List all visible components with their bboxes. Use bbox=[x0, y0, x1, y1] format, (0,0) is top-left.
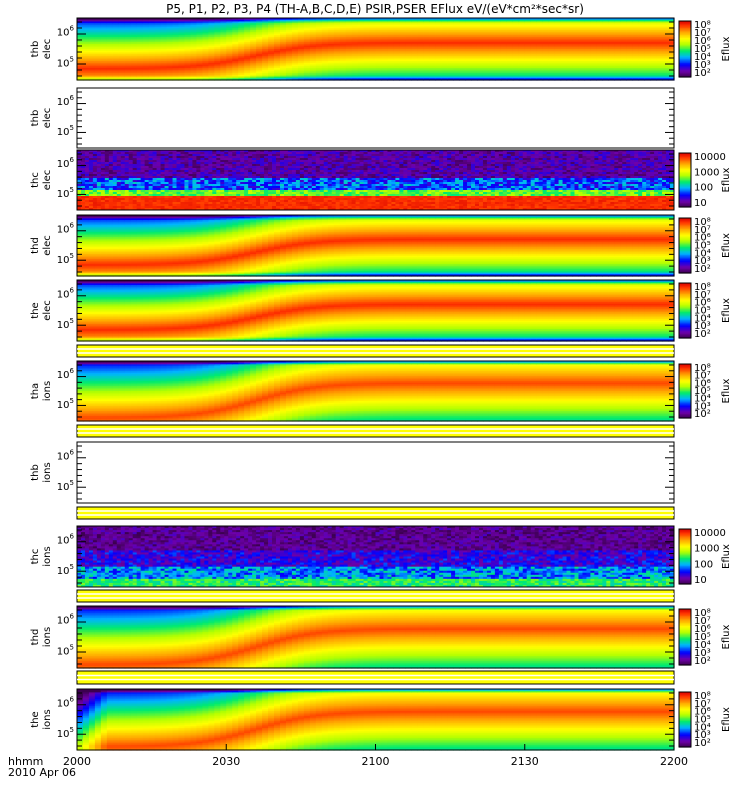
panel-label-probe: thb bbox=[30, 110, 41, 127]
chart-title: P5, P1, P2, P3, P4 (TH-A,B,C,D,E) PSIR,P… bbox=[166, 2, 584, 16]
panel-frame bbox=[77, 88, 674, 148]
y-tick-label: 105 bbox=[57, 124, 74, 138]
spectrogram-panel: 106 105 thb elec bbox=[30, 88, 674, 148]
colorbar-label: Eflux bbox=[721, 36, 732, 61]
panel-label-probe: thb bbox=[30, 41, 41, 58]
panel-label-species: elec bbox=[42, 108, 53, 129]
y-tick-label: 106 bbox=[57, 25, 75, 39]
spectrogram-panel: 106105thc elec10000100010010Eflux bbox=[30, 150, 732, 211]
colorbar-tick-label: 10² bbox=[694, 68, 711, 79]
y-tick-label: 105 bbox=[57, 56, 74, 70]
panel-label-species: elec bbox=[42, 39, 53, 60]
y-tick-label: 106 bbox=[57, 94, 75, 108]
